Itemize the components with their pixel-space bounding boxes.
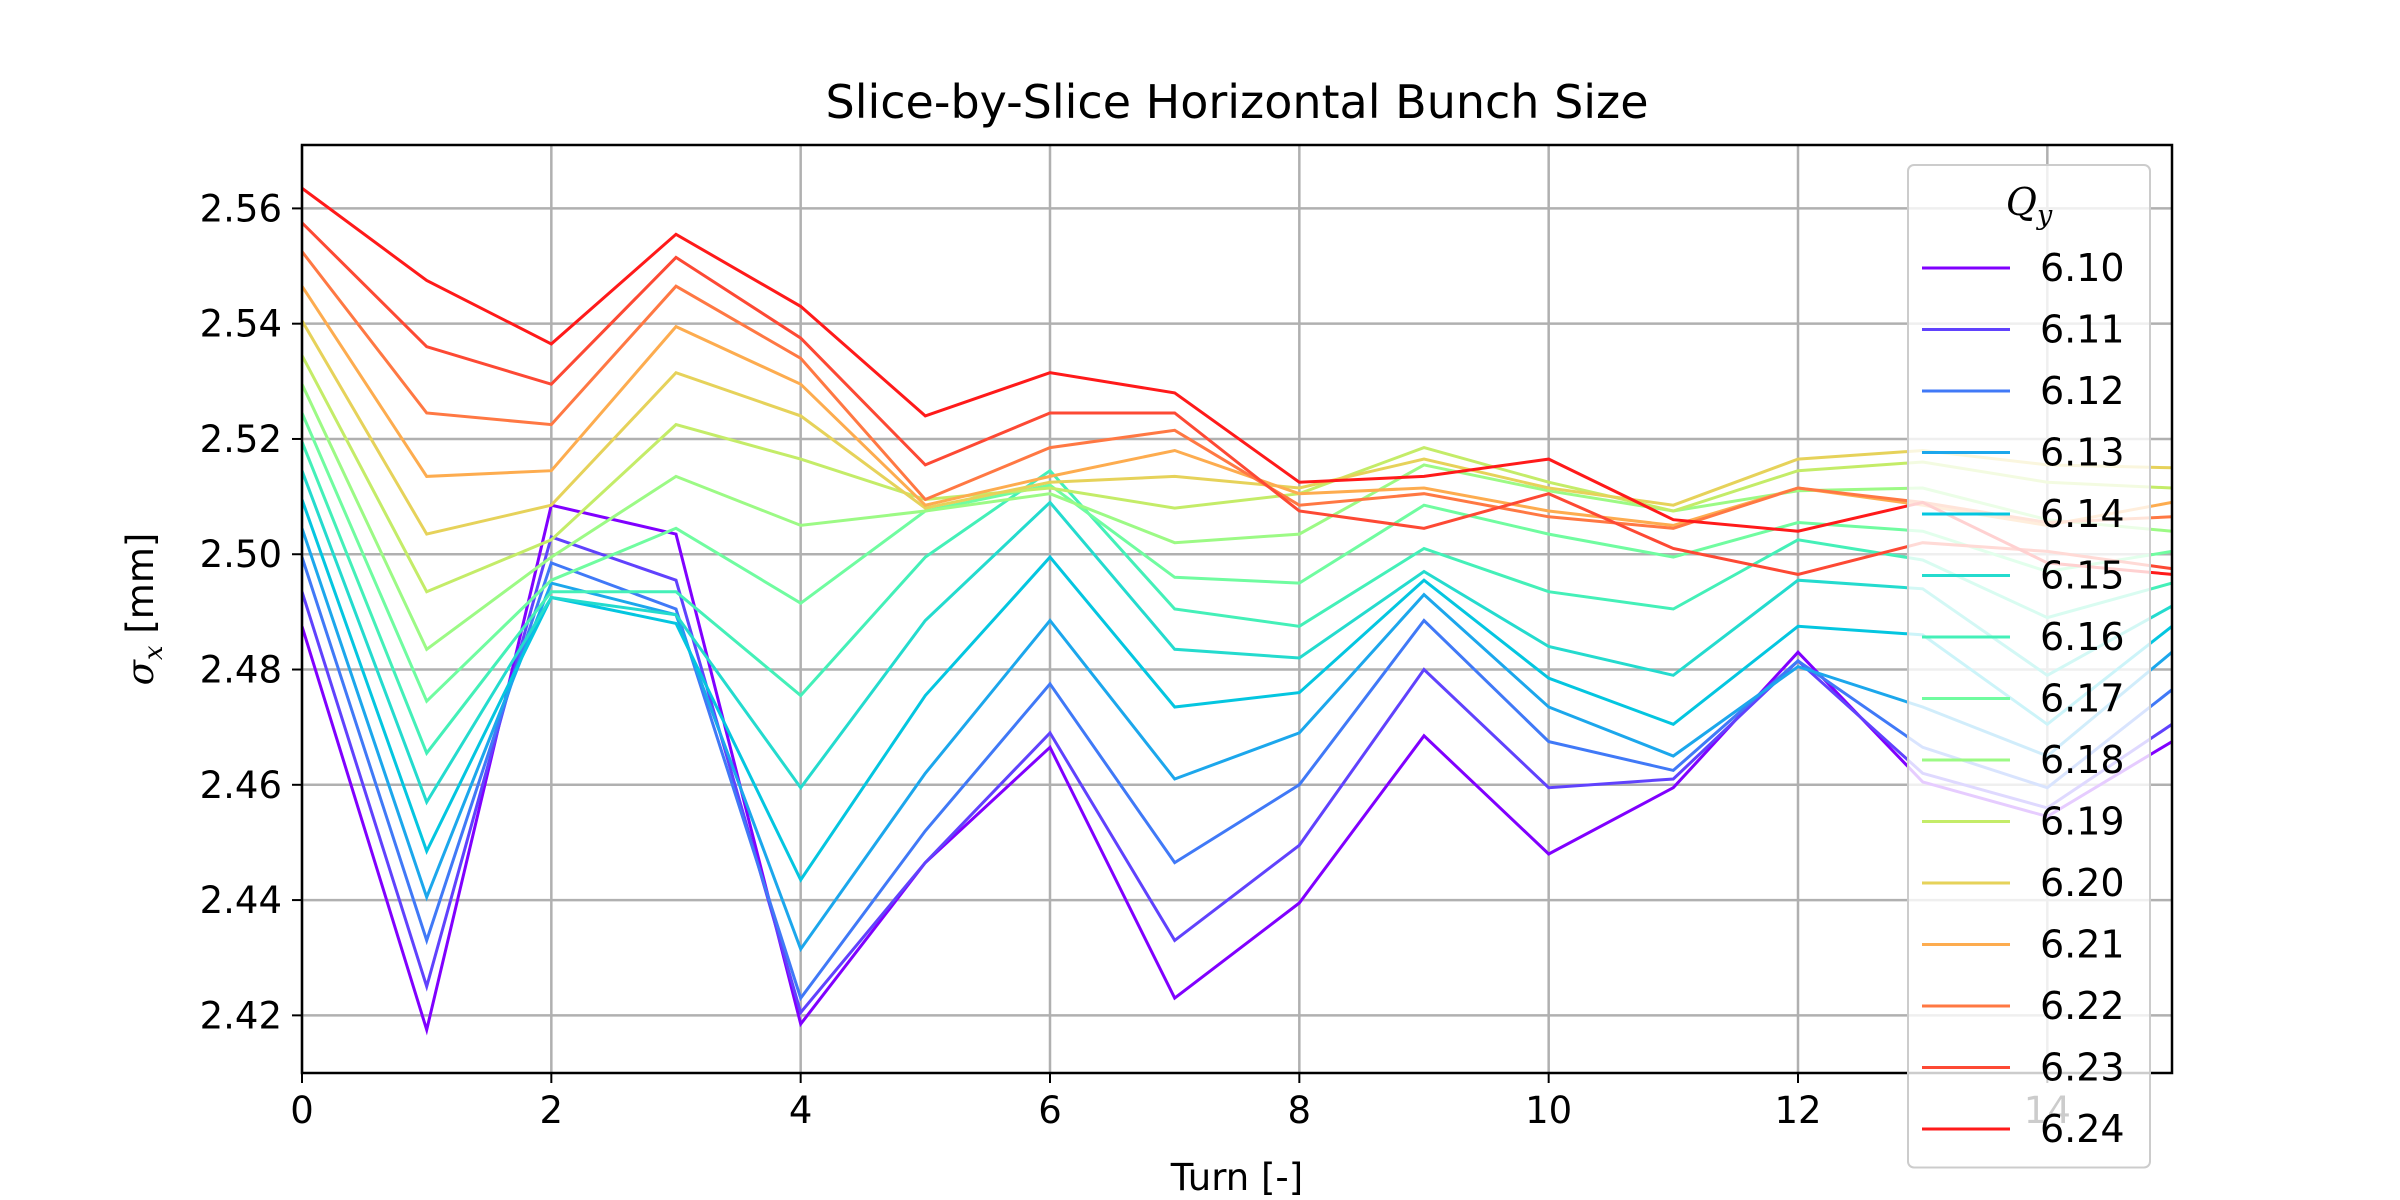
legend-label: 6.24 [2040, 1107, 2125, 1151]
x-tick-label: 6 [1038, 1089, 1062, 1132]
legend-label: 6.16 [2040, 615, 2125, 659]
legend-entry: 6.15 [1922, 554, 2125, 598]
legend-entry: 6.17 [1922, 677, 2125, 721]
x-tick-label: 8 [1288, 1089, 1312, 1132]
legend-entries: 6.10 6.11 6.12 6.13 6.14 6.15 6.16 6.17 6.18 6.19… [1922, 246, 2125, 1151]
x-tick-label: 12 [1774, 1089, 1821, 1132]
x-tick-label: 10 [1525, 1089, 1572, 1132]
legend-label: 6.22 [2040, 984, 2125, 1028]
legend-title-symbol: Q [2006, 180, 2037, 224]
legend-entry: 6.19 [1922, 800, 2125, 844]
y-tick-label: 2.44 [200, 879, 282, 922]
legend-box [1907, 164, 2151, 1169]
y-axis-label-symbol: σ [119, 658, 162, 685]
series-line-6.14 [302, 498, 2172, 883]
legend: Qy 6.106.116.126.136.146.156.166.176.186… [1907, 164, 2151, 1169]
y-tick-label: 2.50 [200, 533, 282, 576]
legend-label: 6.13 [2040, 431, 2125, 475]
y-tick-label: 2.52 [200, 418, 282, 461]
y-tick-label: 2.46 [200, 764, 282, 807]
series-line-6.22 [302, 250, 2172, 530]
legend-label: 6.19 [2040, 800, 2125, 844]
legend-entry: 6.23 [1922, 1046, 2125, 1090]
legend-label: 6.21 [2040, 923, 2125, 967]
legend-entry: 6.24 [1922, 1107, 2125, 1151]
legend-entry: 6.10 [1922, 246, 2125, 290]
legend-entry: 6.12 [1922, 369, 2125, 413]
series-line-6.24 [302, 186, 2172, 576]
legend-label: 6.17 [2040, 677, 2125, 721]
x-tick-label: 0 [290, 1089, 314, 1132]
legend-title-subscript: y [2036, 200, 2053, 231]
y-axis-label-subscript: x [139, 645, 169, 660]
series-line-6.13 [302, 527, 2172, 953]
y-tick-label: 2.48 [200, 649, 282, 692]
legend-entry: 6.18 [1922, 738, 2125, 782]
legend-entry: 6.22 [1922, 984, 2125, 1028]
series-lines [302, 186, 2172, 1036]
series-line-6.16 [302, 441, 2172, 757]
legend-entry: 6.14 [1922, 492, 2125, 536]
legend-entry: 6.11 [1922, 308, 2125, 352]
series-line-6.19 [302, 354, 2172, 594]
y-tick-label: 2.42 [200, 994, 282, 1037]
y-tick-label: 2.54 [200, 303, 282, 346]
x-tick-label: 2 [540, 1089, 564, 1132]
y-axis-label: σx [mm] [119, 533, 169, 686]
y-axis-label-unit: [mm] [119, 533, 162, 646]
series-line-6.17 [302, 412, 2172, 704]
legend-label: 6.11 [2040, 308, 2125, 352]
chart-title: Slice-by-Slice Horizontal Bunch Size [826, 75, 1649, 129]
legend-label: 6.20 [2040, 861, 2125, 905]
series-line-6.20 [302, 320, 2172, 536]
series-line-6.15 [302, 470, 2172, 806]
series-line-6.23 [302, 221, 2172, 576]
plot-frame [300, 143, 2174, 1075]
legend-label: 6.15 [2040, 554, 2125, 598]
legend-entry: 6.21 [1922, 923, 2125, 967]
legend-label: 6.18 [2040, 738, 2125, 782]
legend-entry: 6.16 [1922, 615, 2125, 659]
legend-label: 6.12 [2040, 369, 2125, 413]
series-line-6.12 [302, 556, 2172, 1002]
x-axis-label: Turn [-] [1170, 1156, 1303, 1199]
y-tick-label: 2.56 [200, 187, 282, 230]
legend-entry: 6.13 [1922, 431, 2125, 475]
series-line-6.11 [302, 535, 2172, 1016]
legend-title: Qy [2006, 180, 2053, 231]
legend-label: 6.14 [2040, 492, 2125, 536]
series-line-6.18 [302, 383, 2172, 652]
legend-label: 6.10 [2040, 246, 2125, 290]
legend-label: 6.23 [2040, 1046, 2125, 1090]
x-tick-label: 4 [789, 1089, 813, 1132]
legend-entry: 6.20 [1922, 861, 2125, 905]
